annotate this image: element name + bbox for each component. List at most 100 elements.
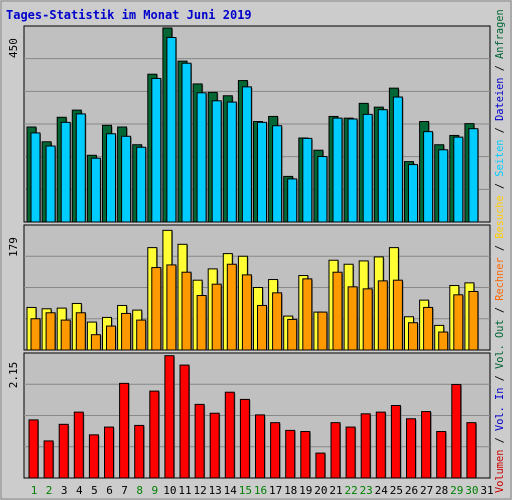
bar-volumen-day-10: [164, 355, 175, 479]
day-label: 11: [178, 484, 191, 497]
bar-volumen-day-23: [360, 413, 371, 479]
right-legend: Volumen / Vol. In / Vol. Out / Rechner /…: [494, 9, 506, 493]
legend-part: /: [494, 177, 506, 196]
legend-part: Anfragen: [494, 9, 506, 59]
y-max-label: 450: [7, 38, 20, 58]
legend-part: Vol. Out: [494, 319, 506, 369]
bar-dateien-day-7: [121, 135, 132, 223]
day-label: 16: [254, 484, 267, 497]
bar-volumen-day-5: [88, 434, 99, 479]
bar-volumen-day-14: [224, 391, 235, 479]
bar-dateien-day-28: [438, 149, 449, 223]
bar-dateien-day-3: [60, 121, 71, 223]
day-label: 7: [121, 484, 128, 497]
bar-dateien-day-19: [302, 137, 313, 223]
bar-besuche-day-7: [121, 312, 132, 351]
day-label: 1: [31, 484, 38, 497]
day-label: 17: [269, 484, 282, 497]
bar-volumen-day-16: [255, 414, 265, 479]
day-label: 29: [450, 484, 463, 497]
day-label: 4: [76, 484, 83, 497]
bar-dateien-day-5: [90, 157, 101, 223]
legend-part: /: [494, 301, 506, 320]
day-label: 23: [360, 484, 373, 497]
bar-volumen-day-28: [436, 431, 447, 479]
bar-volumen-day-4: [73, 411, 84, 479]
bar-besuche-day-15: [241, 274, 252, 351]
day-label: 3: [61, 484, 68, 497]
bar-volumen-day-3: [58, 423, 69, 479]
day-label: 14: [224, 484, 238, 497]
bar-dateien-day-8: [136, 146, 147, 223]
day-label: 8: [136, 484, 143, 497]
bar-besuche-day-4: [75, 312, 86, 351]
day-label: 21: [329, 484, 342, 497]
day-label: 22: [344, 484, 357, 497]
bar-besuche-day-17: [272, 292, 283, 351]
legend-part: Besuche: [494, 195, 506, 238]
bar-dateien-day-14: [226, 101, 237, 223]
bar-besuche-day-24: [377, 280, 388, 351]
bar-dateien-day-21: [332, 117, 343, 223]
bar-besuche-day-6: [106, 325, 116, 351]
bar-besuche-day-8: [136, 319, 147, 351]
bar-besuche-day-27: [423, 306, 434, 351]
bar-dateien-day-18: [287, 178, 298, 223]
legend-part: /: [494, 59, 506, 78]
bar-dateien-day-9: [151, 77, 162, 223]
bar-dateien-day-4: [75, 113, 86, 223]
day-label: 9: [151, 484, 158, 497]
bar-dateien-day-17: [272, 125, 283, 223]
bar-volumen-day-22: [345, 426, 356, 479]
bar-volumen-day-17: [270, 422, 281, 479]
bar-besuche-day-25: [392, 279, 403, 351]
bar-besuche-day-5: [90, 334, 101, 351]
legend-part: /: [494, 369, 506, 388]
bar-dateien-day-6: [106, 133, 116, 223]
day-label: 6: [106, 484, 113, 497]
bar-dateien-day-2: [45, 145, 56, 223]
legend-part: Vol. In: [494, 388, 506, 431]
bar-volumen-day-6: [104, 426, 114, 479]
bar-volumen-day-8: [134, 424, 145, 479]
bar-besuche-day-21: [332, 271, 343, 351]
day-label: 31: [480, 484, 493, 497]
day-label: 12: [193, 484, 206, 497]
bar-dateien-day-11: [181, 62, 192, 223]
bar-dateien-day-23: [362, 113, 373, 223]
bar-dateien-day-1: [30, 132, 41, 223]
legend-part: Dateien: [494, 78, 506, 121]
day-label: 2: [46, 484, 53, 497]
day-label: 26: [405, 484, 418, 497]
bar-volumen-day-25: [390, 404, 401, 479]
bar-volumen-day-7: [119, 382, 130, 479]
legend-part: /: [494, 121, 506, 140]
bar-besuche-day-29: [453, 294, 464, 351]
legend-part: Volumen: [494, 450, 506, 493]
day-label: 19: [299, 484, 312, 497]
bar-volumen-day-11: [179, 364, 190, 479]
bar-volumen-day-1: [28, 419, 39, 479]
bar-dateien-day-12: [196, 92, 207, 223]
day-label: 10: [163, 484, 176, 497]
bar-volumen-day-9: [149, 390, 160, 479]
bar-dateien-day-25: [392, 96, 403, 223]
bar-besuche-day-28: [438, 331, 449, 351]
day-label: 30: [465, 484, 478, 497]
bar-dateien-day-16: [257, 121, 267, 223]
day-label: 18: [284, 484, 297, 497]
bar-besuche-day-13: [211, 283, 222, 351]
bar-dateien-day-26: [408, 164, 418, 223]
bar-volumen-day-20: [315, 452, 326, 479]
bar-besuche-day-11: [181, 271, 192, 351]
day-label: 24: [375, 484, 389, 497]
bar-besuche-day-16: [257, 304, 267, 351]
bar-volumen-day-21: [330, 422, 341, 479]
bar-volumen-day-15: [239, 398, 250, 479]
y-max-label: 179: [7, 237, 20, 257]
day-label: 28: [435, 484, 448, 497]
bar-besuche-day-22: [347, 286, 358, 351]
